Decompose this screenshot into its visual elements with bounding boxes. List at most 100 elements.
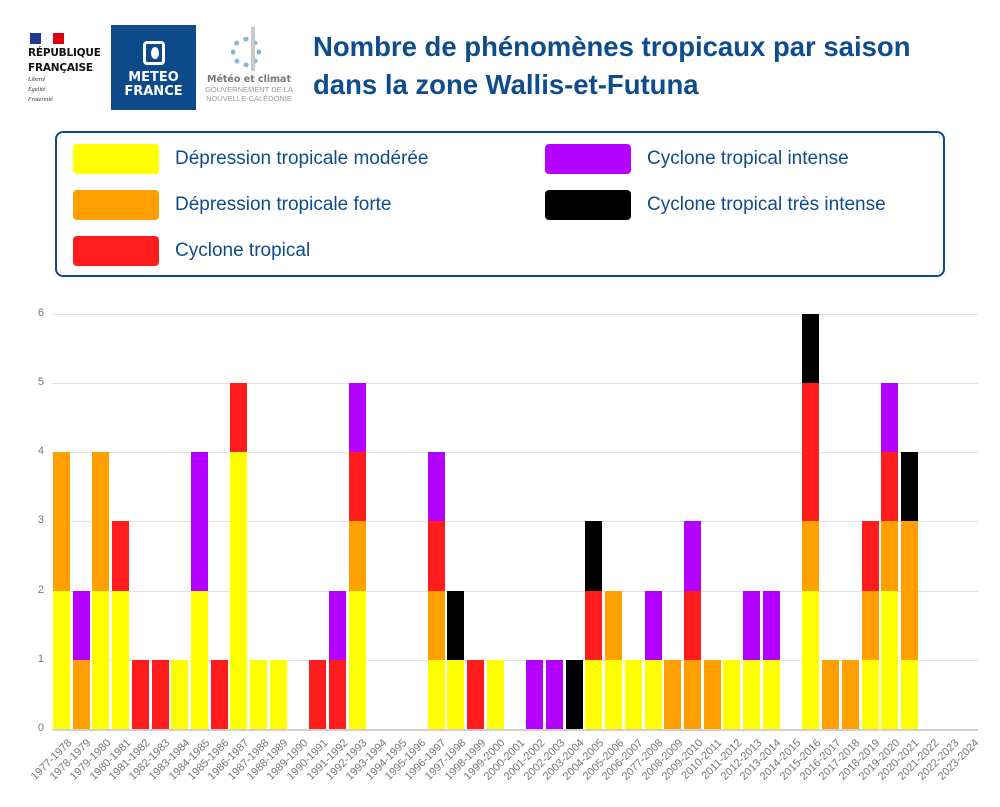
bar-2009-2010[interactable] [684,521,702,729]
bar-2004-2005[interactable] [585,521,603,729]
y-tick-label: 4 [37,445,44,458]
nc-line2: GOUVERNEMENT DE LA [205,85,293,94]
bar-2001-2002[interactable] [526,659,544,729]
gridline [52,659,978,661]
bar-1985-1986[interactable] [210,659,228,729]
bar-1992-1993[interactable] [348,383,366,729]
bar-segment [802,590,820,729]
y-tick-label: 2 [37,583,44,596]
bar-segment [486,659,504,729]
bar-segment [802,313,820,384]
bar-segment [72,590,90,660]
meteo-france-logo: METEO FRANCE [111,25,196,110]
bar-1979-1980[interactable] [92,452,110,729]
bar-2013-2014[interactable] [762,590,780,729]
bar-segment [230,383,248,453]
bar-2020-2021[interactable] [900,452,918,729]
bar-2002-2003[interactable] [546,659,563,729]
bar-segment [743,590,761,660]
y-tick-label: 3 [37,514,44,527]
legend-item-dt-moderee: Dépression tropicale modérée [73,144,428,174]
bar-1980-1981[interactable] [112,521,130,729]
bar-segment [309,659,327,729]
bar-1987-1988[interactable] [250,659,268,729]
bar-segment [250,659,268,729]
meteo-france-icon [142,41,165,65]
bar-segment [605,590,623,660]
bar-segment [131,659,149,729]
bar-segment [743,659,761,729]
gridline [52,590,978,592]
legend-item-cyclone-tres-intense: Cyclone tropical très intense [545,190,886,220]
bar-1998-1999[interactable] [467,659,485,729]
gridline [52,521,978,523]
rf-motto-3: Fraternité [28,97,53,103]
bar-2011-2012[interactable] [723,659,741,729]
bar-segment [684,590,702,660]
bar-2017-2018[interactable] [841,659,859,729]
bar-1986-1987[interactable] [230,383,248,729]
bar-segment [53,590,70,729]
bar-2003-2004[interactable] [565,659,583,729]
bar-1988-1989[interactable] [269,659,287,729]
bar-1991-1992[interactable] [329,590,347,729]
bar-2015-2016[interactable] [802,313,820,729]
bar-segment [900,521,918,660]
bar-2019-2020[interactable] [881,383,899,729]
bar-segment [171,659,189,729]
legend-label: Dépression tropicale modérée [175,148,429,169]
bar-segment [822,659,840,729]
bar-1997-1998[interactable] [447,590,465,729]
bar-1981-1982[interactable] [131,659,149,729]
bar-segment [841,659,859,729]
bar-segment [900,452,918,522]
bar-1984-1985[interactable] [191,452,209,729]
bar-2018-2019[interactable] [861,521,879,729]
bar-1999-2000[interactable] [486,659,504,729]
legend-swatch [545,190,631,220]
bar-1977-1978[interactable] [53,452,70,729]
bar-1978-1979[interactable] [72,590,90,729]
nautilus-pine-icon [229,27,269,71]
bar-segment [585,659,603,729]
bar-2012-2013[interactable] [743,590,761,729]
bar-segment [546,659,563,729]
legend-item-dt-forte: Dépression tropicale forte [73,190,392,220]
legend-label: Cyclone tropical intense [647,148,849,169]
bar-1996-1997[interactable] [427,452,445,729]
bar-segment [92,452,110,591]
bar-segment [112,590,130,729]
bar-segment [151,659,169,729]
bar-1982-1983[interactable] [151,659,169,729]
stacked-bar-chart: 0 1 2 3 4 5 6 1977-1978 1978-1979 1979-1980 1980-1… [0,300,1000,807]
bar-segment [72,659,90,729]
bar-2016-2017[interactable] [822,659,840,729]
legend-swatch [73,236,159,266]
bar-segment [230,452,248,729]
bar-segment [92,590,110,729]
legend-swatch [73,144,159,174]
bar-segment [467,659,485,729]
bar-2006-2007[interactable] [624,659,642,729]
bar-2077-2008[interactable] [644,590,662,729]
bar-segment [191,590,209,729]
bar-2005-2006[interactable] [605,590,623,729]
bar-segment [565,659,583,729]
rf-motto-2: Égalité [28,87,46,93]
bar-segment [348,590,366,729]
gridline [52,452,978,454]
legend-item-cyclone: Cyclone tropical [73,236,310,266]
bar-segment [112,521,130,591]
bar-segment [900,659,918,729]
bar-segment [329,659,347,729]
bar-segment [881,452,899,522]
bar-segment [802,521,820,591]
bar-segment [427,659,445,729]
bar-1983-1984[interactable] [171,659,189,729]
bar-2010-2011[interactable] [703,659,721,729]
bar-segment [664,659,682,729]
y-tick-label: 6 [37,306,44,319]
bar-2008-2009[interactable] [664,659,682,729]
bar-segment [585,590,603,660]
bar-1990-1991[interactable] [309,659,327,729]
